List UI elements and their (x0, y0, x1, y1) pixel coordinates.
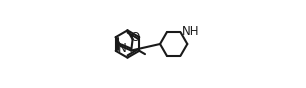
Text: O: O (130, 31, 139, 44)
Text: N: N (118, 42, 127, 55)
Text: NH: NH (182, 25, 199, 38)
